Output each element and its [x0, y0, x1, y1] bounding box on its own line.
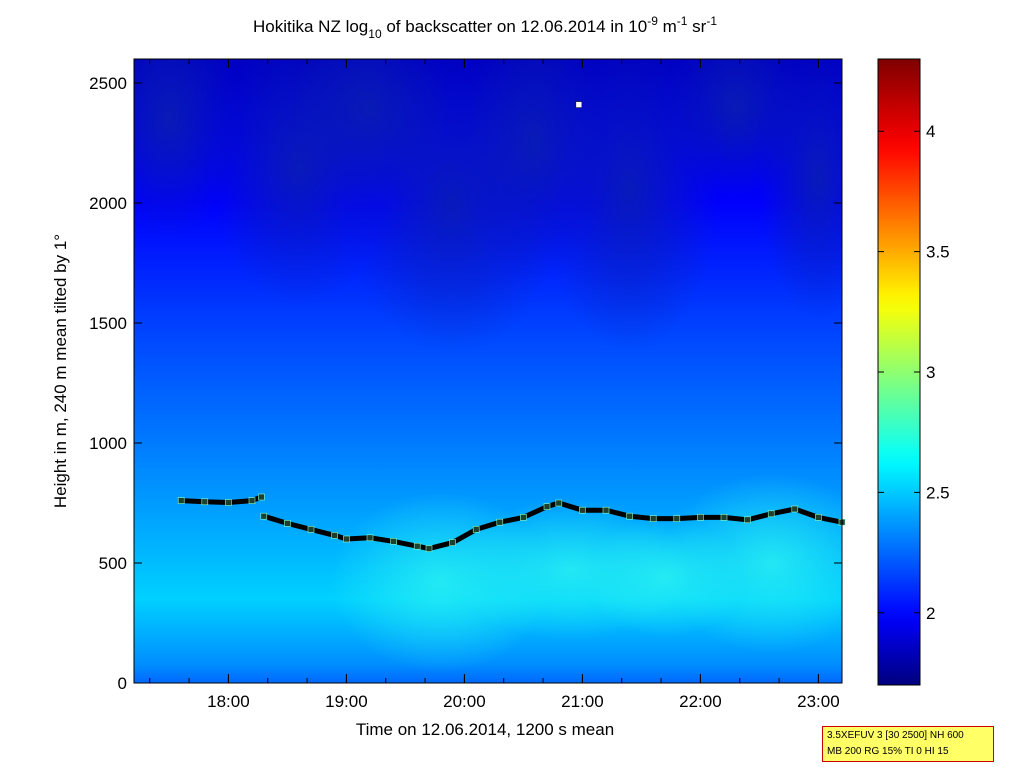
title-sup2: -1 [677, 14, 688, 28]
boundary-layer-point [673, 515, 681, 522]
y-tick-label: 0 [118, 674, 127, 693]
settings-info-box: 3.5XEFUV 3 [30 2500] NH 600 MB 200 RG 15… [822, 726, 994, 762]
y-tick-label: 2000 [89, 194, 127, 213]
boundary-layer-point [258, 493, 265, 501]
boundary-layer-point [248, 497, 256, 504]
boundary-layer-point [555, 499, 563, 507]
bright-patch [585, 517, 745, 638]
colorbar [877, 58, 921, 686]
boundary-layer-point [602, 506, 610, 514]
boundary-layer-point [201, 498, 209, 506]
boundary-layer-point [307, 526, 315, 533]
x-axis-label: Time on 12.06.2014, 1200 s mean [356, 720, 614, 739]
x-tick-label: 20:00 [443, 692, 486, 711]
colorbar-axis: 2 2.5 3 3.5 4 [878, 122, 950, 623]
title-middle: of backscatter on 12.06.2014 in 10 [382, 17, 648, 36]
title-sup3: -1 [706, 14, 717, 28]
y-tick-label: 1500 [89, 314, 127, 333]
colorbar-tick-label: 2 [926, 604, 935, 623]
y-axis-label: Height in m, 240 m mean tilted by 1° [51, 234, 70, 508]
colorbar-tick-label: 3 [926, 363, 935, 382]
y-tick-label: 1000 [89, 434, 127, 453]
colorbar-tick-label: 2.5 [926, 483, 950, 502]
boundary-layer-point [744, 516, 751, 524]
boundary-layer-point [815, 514, 822, 521]
boundary-layer-point [720, 514, 728, 521]
y-axis: 0 500 1000 1500 2000 2500 [89, 74, 842, 693]
y-tick-label: 2500 [89, 74, 127, 93]
chart-title: Hokitika NZ log10 of backscatter on 12.0… [253, 14, 717, 41]
x-tick-label: 19:00 [325, 692, 368, 711]
title-prefix: Hokitika NZ log [253, 17, 368, 36]
colorbar-tick-label: 4 [926, 122, 935, 141]
y-tick-label: 500 [99, 554, 127, 573]
info-line-2: MB 200 RG 15% TI 0 HI 15 [827, 746, 949, 757]
boundary-layer-point [413, 542, 421, 550]
x-tick-label: 18:00 [207, 692, 250, 711]
boundary-layer-point [366, 534, 374, 542]
dark-patch [758, 59, 842, 319]
low-backscatter-patches [134, 59, 842, 353]
boundary-layer-point [626, 512, 633, 520]
boundary-layer-point [260, 512, 268, 520]
boundary-layer-point [449, 539, 456, 546]
title-sup1: -9 [647, 14, 658, 28]
plot-frame [133, 58, 843, 684]
x-tick-label: 21:00 [561, 692, 604, 711]
boundary-layer-point [791, 505, 799, 513]
title-sub: 10 [368, 27, 382, 41]
boundary-layer-point [697, 514, 704, 521]
boundary-layer-point [579, 506, 586, 514]
boundary-layer-point [343, 535, 350, 543]
boundary-layer-point [543, 503, 551, 510]
boundary-layer-point [331, 532, 338, 539]
boundary-layer-point [520, 514, 527, 521]
x-tick-label: 23:00 [797, 692, 840, 711]
boundary-layer-point [177, 497, 185, 504]
colorbar-tick-label: 3.5 [926, 243, 950, 262]
boundary-layer-point [767, 510, 775, 518]
boundary-layer-point [425, 545, 433, 552]
heatmap-area [134, 59, 842, 683]
boundary-layer-point [390, 538, 397, 545]
boundary-layer-point [225, 499, 232, 506]
boundary-layer-point [284, 520, 291, 527]
x-axis: 18:00 19:00 20:00 21:00 22:00 23:00 [149, 59, 840, 711]
title-unit1: m [658, 17, 677, 36]
x-tick-label: 22:00 [679, 692, 722, 711]
boundary-layer-point [472, 526, 480, 533]
data-marker [575, 101, 583, 108]
title-unit2: sr [687, 17, 706, 36]
boundary-layer-point [649, 515, 657, 522]
info-line-1: 3.5XEFUV 3 [30 2500] NH 600 [827, 730, 964, 741]
boundary-layer-point [496, 518, 504, 526]
